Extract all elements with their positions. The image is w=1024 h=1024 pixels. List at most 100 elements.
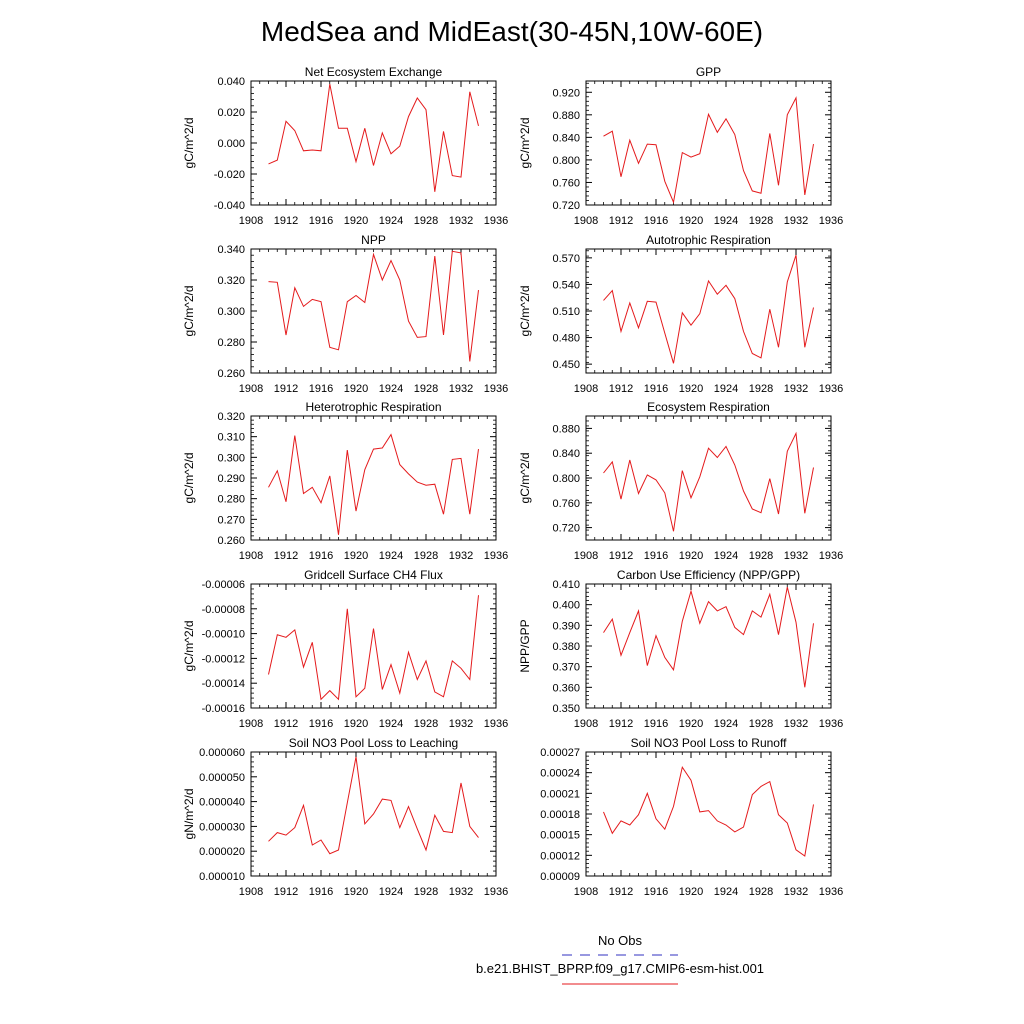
- y-tick-label: 0.480: [552, 333, 580, 345]
- y-tick-label: 0.400: [552, 600, 580, 612]
- x-tick-label: 1936: [484, 550, 508, 562]
- y-tick-label: 0.000060: [199, 747, 245, 759]
- panel-4: Heterotrophic Respiration 1908 1912 1916 192…: [182, 400, 508, 562]
- y-axis-label: gC/m^2/d: [518, 286, 532, 337]
- panel-title: Gridcell Surface CH4 Flux: [304, 568, 443, 582]
- x-tick-label: 1924: [714, 718, 738, 730]
- x-tick-label: 1912: [609, 215, 633, 227]
- x-tick-label: 1908: [239, 550, 263, 562]
- x-tick-label: 1928: [414, 215, 438, 227]
- y-tick-label: 0.290: [217, 473, 245, 485]
- x-tick-label: 1932: [784, 550, 808, 562]
- y-tick-label: 0.450: [552, 359, 580, 371]
- x-tick-label: 1908: [574, 215, 598, 227]
- y-tick-label: -0.00012: [202, 653, 245, 665]
- y-tick-label: -0.020: [214, 169, 245, 181]
- panel-8: Soil NO3 Pool Loss to Leaching 1908 1912 19…: [182, 736, 508, 898]
- x-tick-label: 1916: [644, 215, 668, 227]
- y-tick-label: 0.00009: [540, 871, 580, 883]
- x-tick-label: 1932: [784, 383, 808, 395]
- y-tick-label: 0.000010: [199, 871, 245, 883]
- y-tick-label: 0.880: [552, 423, 580, 435]
- panel-2: NPP 1908 1912 1916 1920 1924 1928 1932 1936 0.260…: [182, 233, 508, 395]
- y-tick-label: 0.840: [552, 132, 580, 144]
- y-tick-label: 0.000030: [199, 821, 245, 833]
- series-line: [268, 250, 479, 362]
- x-tick-label: 1916: [644, 383, 668, 395]
- panel-frame: [585, 415, 832, 541]
- y-tick-label: 0.800: [552, 155, 580, 167]
- panel-title: GPP: [696, 65, 721, 79]
- x-tick-label: 1932: [784, 886, 808, 898]
- y-tick-label: 0.320: [217, 275, 245, 287]
- y-tick-label: 0.800: [552, 473, 580, 485]
- x-tick-label: 1936: [819, 718, 843, 730]
- series-line: [603, 586, 814, 688]
- y-tick-label: 0.760: [552, 498, 580, 510]
- x-tick-label: 1924: [714, 215, 738, 227]
- x-tick-label: 1908: [574, 718, 598, 730]
- x-tick-label: 1916: [644, 550, 668, 562]
- x-tick-label: 1928: [414, 383, 438, 395]
- y-tick-label: 0.300: [217, 452, 245, 464]
- panels-container: Net Ecosystem Exchange 1908 1912 1916 1920 19…: [182, 65, 843, 898]
- legend: No Obs b.e21.BHIST_BPRP.f09_g17.CMIP6-es…: [476, 933, 764, 985]
- y-tick-label: 0.00027: [540, 747, 580, 759]
- y-tick-label: 0.020: [217, 107, 245, 119]
- x-tick-label: 1932: [449, 215, 473, 227]
- y-tick-label: 0.00012: [540, 850, 580, 862]
- panel-title: Soil NO3 Pool Loss to Leaching: [289, 736, 458, 750]
- y-axis-label: gC/m^2/d: [182, 286, 196, 337]
- x-tick-label: 1924: [379, 215, 403, 227]
- x-tick-label: 1908: [574, 886, 598, 898]
- x-tick-label: 1932: [784, 718, 808, 730]
- y-tick-label: -0.040: [214, 200, 245, 212]
- y-tick-label: 0.260: [217, 368, 245, 380]
- panel-title: Heterotrophic Respiration: [305, 400, 441, 414]
- panel-frame: [250, 415, 497, 541]
- y-tick-label: -0.00014: [202, 678, 245, 690]
- x-tick-label: 1924: [379, 718, 403, 730]
- x-tick-label: 1924: [379, 383, 403, 395]
- x-tick-label: 1912: [274, 718, 298, 730]
- x-tick-label: 1928: [749, 383, 773, 395]
- main-title: MedSea and MidEast(30-45N,10W-60E): [261, 16, 763, 47]
- series-line: [603, 431, 814, 532]
- y-tick-label: 0.920: [552, 87, 580, 99]
- legend-label-model: b.e21.BHIST_BPRP.f09_g17.CMIP6-esm-hist.…: [476, 961, 764, 976]
- x-tick-label: 1920: [344, 718, 368, 730]
- x-tick-label: 1928: [414, 718, 438, 730]
- x-tick-label: 1912: [609, 550, 633, 562]
- panel-6: Gridcell Surface CH4 Flux 1908 1912 1916 192…: [182, 568, 508, 730]
- x-tick-label: 1936: [819, 383, 843, 395]
- x-tick-label: 1916: [644, 886, 668, 898]
- x-tick-label: 1924: [379, 550, 403, 562]
- x-tick-label: 1920: [679, 886, 703, 898]
- x-tick-label: 1928: [414, 550, 438, 562]
- y-tick-label: 0.760: [552, 177, 580, 189]
- y-tick-label: 0.310: [217, 432, 245, 444]
- y-axis-label: gC/m^2/d: [182, 118, 196, 169]
- y-tick-label: -0.00008: [202, 604, 245, 616]
- x-tick-label: 1912: [274, 886, 298, 898]
- panel-frame: [585, 248, 832, 374]
- x-tick-label: 1912: [609, 886, 633, 898]
- y-axis-label: gN/m^2/d: [182, 789, 196, 840]
- panel-5: Ecosystem Respiration 1908 1912 1916 1920 192…: [518, 400, 843, 562]
- y-tick-label: 0.000040: [199, 797, 245, 809]
- x-tick-label: 1936: [819, 215, 843, 227]
- x-tick-label: 1916: [309, 215, 333, 227]
- panel-title: Ecosystem Respiration: [647, 400, 770, 414]
- y-tick-label: 0.270: [217, 514, 245, 526]
- panel-1: GPP 1908 1912 1916 1920 1924 1928 1932 1936 0.720…: [518, 65, 843, 227]
- x-tick-label: 1936: [819, 550, 843, 562]
- x-tick-label: 1916: [644, 718, 668, 730]
- series-line: [603, 765, 814, 857]
- series-line: [603, 255, 814, 364]
- panel-frame: [250, 80, 497, 206]
- y-tick-label: 0.350: [552, 703, 580, 715]
- x-tick-label: 1924: [714, 383, 738, 395]
- y-tick-label: 0.00021: [540, 788, 580, 800]
- y-tick-label: 0.720: [552, 200, 580, 212]
- y-tick-label: 0.260: [217, 535, 245, 547]
